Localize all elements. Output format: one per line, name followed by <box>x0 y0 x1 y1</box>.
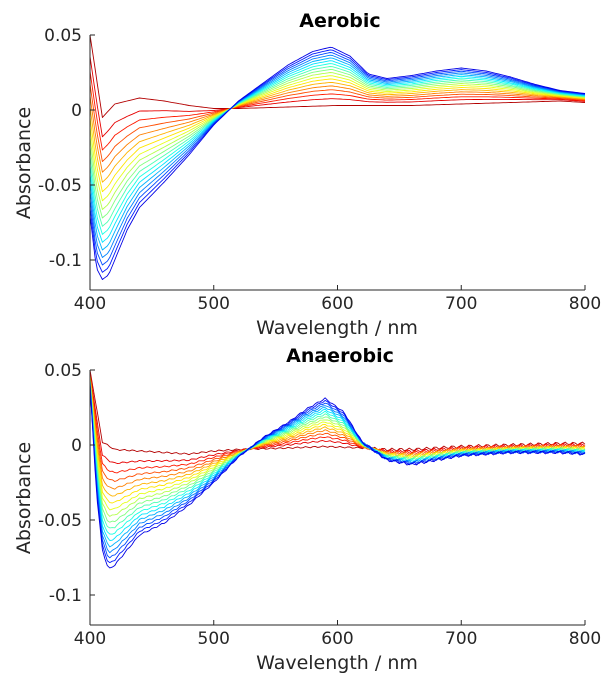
anaerobic-series-group <box>89 369 586 569</box>
aerobic-x-tick-label: 500 <box>198 294 230 314</box>
aerobic-spectrum-18 <box>89 46 586 280</box>
aerobic-spectrum-12 <box>89 63 586 235</box>
anaerobic-spectrum-18 <box>89 384 586 569</box>
aerobic-y-tick-label: -0.05 <box>38 176 82 196</box>
aerobic-x-tick-label: 400 <box>74 294 106 314</box>
anaerobic-ticks: 400 500 600 700 800 0.05 0 -0.05 -0.1 <box>38 361 601 649</box>
aerobic-spectrum-5 <box>89 85 586 173</box>
anaerobic-title: Anaerobic <box>286 345 394 367</box>
anaerobic-y-tick-label: -0.1 <box>49 586 82 606</box>
aerobic-y-tick-label: 0 <box>71 101 82 121</box>
aerobic-spectrum-16 <box>89 52 586 266</box>
aerobic-ticks: 400 500 600 700 800 0.05 0 -0.05 -0.1 <box>38 26 601 314</box>
aerobic-spectrum-1 <box>89 34 586 118</box>
anaerobic-y-tick-label: 0.05 <box>44 361 82 381</box>
aerobic-panel: Aerobic 400 500 600 700 800 0.05 0 -0.05 -0.1 Wa… <box>13 10 601 339</box>
aerobic-x-tick-label: 600 <box>321 294 353 314</box>
anaerobic-spectrum-2 <box>89 371 586 464</box>
anaerobic-x-tick-label: 700 <box>445 629 477 649</box>
anaerobic-spectrum-4 <box>89 374 586 482</box>
aerobic-spectrum-8 <box>89 75 586 202</box>
anaerobic-spectrum-12 <box>89 380 586 535</box>
anaerobic-y-tick-label: -0.05 <box>38 511 82 531</box>
aerobic-title: Aerobic <box>299 10 380 32</box>
aerobic-series-group <box>89 34 586 280</box>
aerobic-x-tick-label: 700 <box>445 294 477 314</box>
aerobic-y-tick-label: 0.05 <box>44 26 82 46</box>
anaerobic-x-tick-label: 800 <box>569 629 601 649</box>
aerobic-spectrum-3 <box>89 71 586 151</box>
aerobic-spectrum-10 <box>89 69 586 219</box>
aerobic-spectrum-4 <box>89 83 586 163</box>
anaerobic-spectrum-8 <box>89 377 586 511</box>
anaerobic-spectrum-7 <box>89 376 586 504</box>
anaerobic-y-tick-label: 0 <box>71 436 82 456</box>
aerobic-spectrum-14 <box>89 57 586 251</box>
anaerobic-spectrum-10 <box>89 379 586 523</box>
aerobic-spectrum-2 <box>89 56 586 138</box>
aerobic-spectrum-11 <box>89 66 586 227</box>
aerobic-spectrum-15 <box>89 54 586 258</box>
aerobic-spectrum-6 <box>89 81 586 183</box>
anaerobic-spectrum-9 <box>89 378 586 517</box>
aerobic-y-tick-label: -0.1 <box>49 251 82 271</box>
anaerobic-spectrum-15 <box>89 383 586 554</box>
anaerobic-spectrum-14 <box>89 381 586 548</box>
aerobic-spectrum-13 <box>89 60 586 243</box>
anaerobic-spectrum-16 <box>89 384 586 559</box>
aerobic-spectrum-7 <box>89 78 586 193</box>
aerobic-spectrum-17 <box>89 49 586 273</box>
anaerobic-x-label: Wavelength / nm <box>256 652 418 674</box>
aerobic-x-tick-label: 800 <box>569 294 601 314</box>
aerobic-y-label: Absorbance <box>13 107 35 219</box>
aerobic-spectrum-9 <box>89 72 586 210</box>
anaerobic-spectrum-17 <box>89 384 586 564</box>
anaerobic-x-tick-label: 500 <box>198 629 230 649</box>
anaerobic-panel: Anaerobic 400 500 600 700 8000.050-0.05-0.1 … <box>13 345 601 674</box>
anaerobic-spectrum-3 <box>89 373 586 474</box>
anaerobic-x-tick-label: 600 <box>321 629 353 649</box>
anaerobic-y-label: Absorbance <box>13 442 35 554</box>
aerobic-x-label: Wavelength / nm <box>256 317 418 339</box>
anaerobic-x-tick-label: 400 <box>74 629 106 649</box>
